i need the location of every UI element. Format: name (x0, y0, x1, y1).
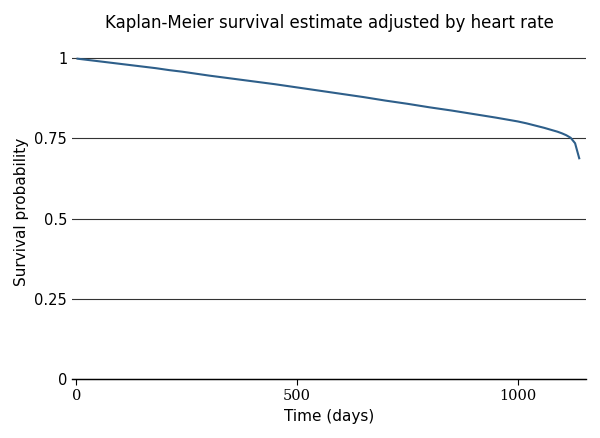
Y-axis label: Survival probability: Survival probability (14, 138, 29, 286)
X-axis label: Time (days): Time (days) (284, 409, 374, 424)
Title: Kaplan-Meier survival estimate adjusted by heart rate: Kaplan-Meier survival estimate adjusted … (104, 14, 554, 32)
